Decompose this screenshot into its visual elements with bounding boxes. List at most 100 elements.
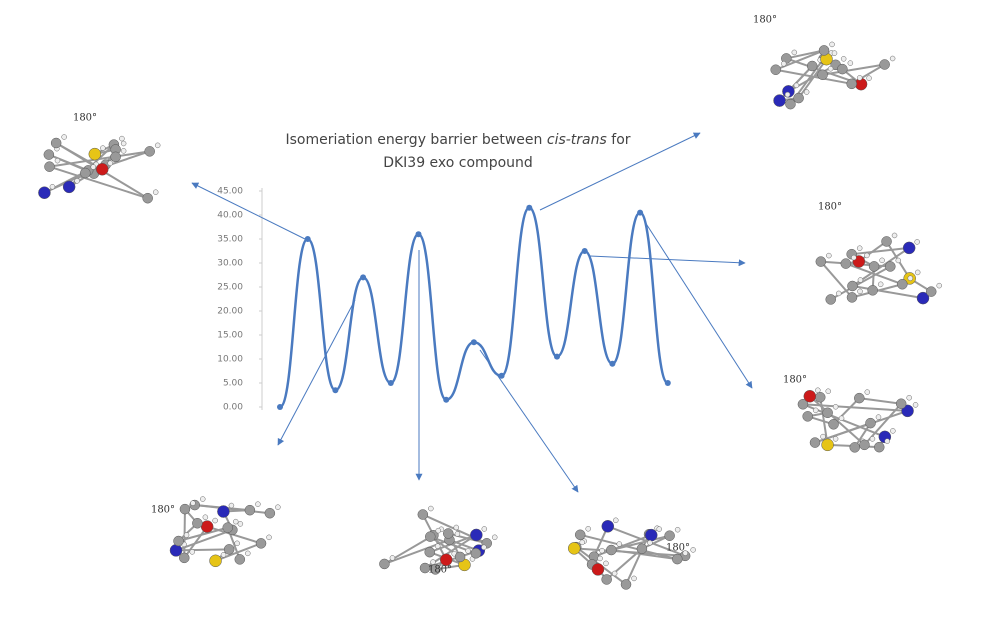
atom (379, 559, 389, 569)
atom (826, 294, 836, 304)
atom (847, 292, 857, 302)
hydrogen (428, 506, 433, 511)
annotation: 180° (753, 15, 777, 26)
atom (568, 542, 580, 554)
atom (174, 536, 184, 546)
hydrogen (100, 146, 105, 151)
atom (245, 505, 255, 515)
chart: Isomeriation energy barrier between cis-… (0, 0, 998, 621)
annotation: 180° (666, 543, 690, 554)
chart-title: Isomeriation energy barrier between cis-… (285, 132, 630, 148)
atom (179, 553, 189, 563)
y-tick-label: 0.00 (223, 403, 243, 413)
hydrogen (121, 148, 126, 153)
atom (621, 579, 631, 589)
atom (822, 439, 834, 451)
hydrogen (691, 547, 696, 552)
atom (926, 287, 936, 297)
hydrogen (62, 135, 67, 140)
hydrogen (781, 61, 786, 66)
hydrogen (848, 61, 853, 66)
data-point (609, 361, 615, 367)
atom (874, 442, 884, 452)
hydrogen (832, 51, 837, 56)
atom (425, 532, 435, 542)
hydrogen (55, 158, 60, 163)
hydrogen (851, 255, 856, 260)
hydrogen (91, 165, 96, 170)
annotation: 180° (73, 113, 97, 124)
hydrogen (221, 552, 226, 557)
hydrogen (657, 527, 662, 532)
atom (785, 99, 795, 109)
atom (575, 530, 585, 540)
hydrogen (833, 404, 838, 409)
hydrogen (75, 178, 80, 183)
atom (180, 504, 190, 514)
hydrogen (865, 390, 870, 395)
chart-title: DKI39 exo compound (383, 155, 533, 171)
hydrogen (841, 56, 846, 61)
data-point (388, 380, 394, 386)
hydrogen (119, 136, 124, 141)
hydrogen (632, 576, 637, 581)
atom (847, 281, 857, 291)
y-tick-label: 5.00 (223, 379, 243, 389)
hydrogen (200, 497, 205, 502)
atom (829, 419, 839, 429)
atom (223, 523, 233, 533)
atom (841, 259, 851, 269)
hydrogen (833, 436, 838, 441)
atom (602, 520, 614, 532)
y-tick-label: 45.00 (217, 187, 243, 197)
data-point (554, 354, 560, 360)
hydrogen (600, 548, 605, 553)
hydrogen (121, 141, 126, 146)
atom (665, 531, 675, 541)
y-tick-label: 30.00 (217, 259, 243, 269)
data-point (277, 404, 283, 410)
atom (38, 187, 50, 199)
data-point (665, 380, 671, 386)
hydrogen (275, 505, 280, 510)
atom (418, 510, 428, 520)
atom (145, 146, 155, 156)
hydrogen (907, 395, 912, 400)
hydrogen (267, 535, 272, 540)
hydrogen (612, 571, 617, 576)
annotation: 180° (428, 565, 452, 576)
hydrogen (890, 56, 895, 61)
hydrogen (836, 291, 841, 296)
atom (192, 518, 202, 528)
atom (819, 45, 829, 55)
atom (443, 528, 453, 538)
hydrogen (455, 531, 460, 536)
hydrogen (785, 92, 790, 97)
atom (470, 529, 482, 541)
hydrogen (880, 258, 885, 263)
atom (882, 236, 892, 246)
atom (807, 61, 817, 71)
hydrogen (235, 541, 240, 546)
atom (471, 548, 481, 558)
annotation: 180° (818, 202, 842, 213)
atom (51, 138, 61, 148)
hydrogen (870, 436, 875, 441)
data-point (582, 248, 588, 254)
atom (865, 418, 875, 428)
hydrogen (238, 521, 243, 526)
hydrogen (108, 161, 113, 166)
atom (672, 554, 682, 564)
data-point (471, 339, 477, 345)
hydrogen (598, 556, 603, 561)
hydrogen (153, 190, 158, 195)
atom (210, 555, 222, 567)
atom (44, 162, 54, 172)
atom (859, 440, 869, 450)
data-line (280, 208, 668, 407)
y-tick-label: 40.00 (217, 211, 243, 221)
y-tick-label: 25.00 (217, 283, 243, 293)
hydrogen (876, 415, 881, 420)
hydrogen (675, 527, 680, 532)
atom (847, 79, 857, 89)
